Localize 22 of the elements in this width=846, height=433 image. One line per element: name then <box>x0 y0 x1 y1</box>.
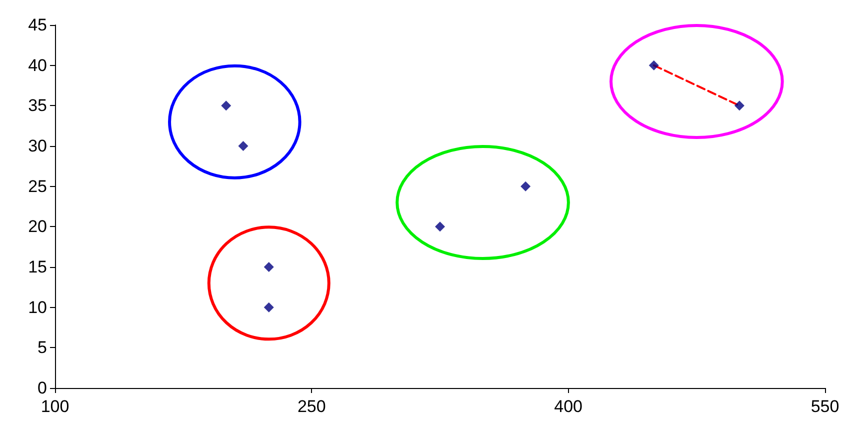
y-tick-label: 40 <box>28 56 47 75</box>
y-tick-label: 20 <box>28 217 47 236</box>
point <box>264 262 274 272</box>
y-tick-label: 45 <box>28 16 47 34</box>
y-tick-label: 15 <box>28 258 47 276</box>
point <box>264 302 274 312</box>
point <box>221 100 232 111</box>
x-tick-label: 550 <box>810 397 840 416</box>
x-tick-label: 400 <box>554 397 583 416</box>
x-tick-label: 250 <box>297 397 326 416</box>
point <box>520 181 531 192</box>
y-tick-label: 30 <box>28 136 47 156</box>
y-tick-label: 0 <box>38 378 47 398</box>
y-tick-label: 10 <box>28 298 47 317</box>
point <box>648 60 659 70</box>
x-tick-label: 100 <box>40 397 70 416</box>
y-tick-label: 25 <box>28 176 47 196</box>
y-tick-label: 35 <box>28 96 47 116</box>
point <box>734 100 744 111</box>
point <box>238 141 248 151</box>
y-tick-label: 5 <box>38 338 47 358</box>
point <box>435 222 445 232</box>
